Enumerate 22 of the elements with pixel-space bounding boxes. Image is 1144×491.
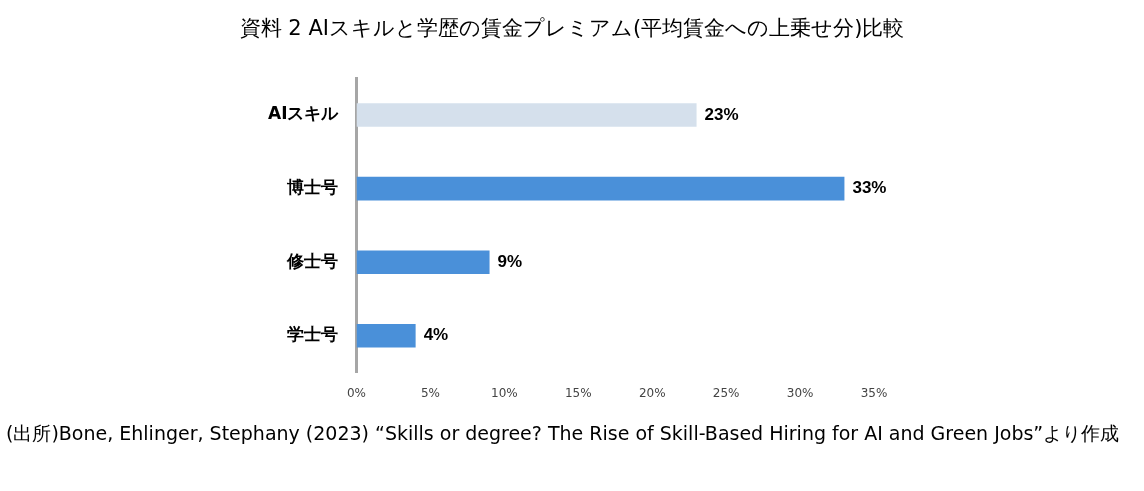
text: (出所)Bone, Ehlinger, Stephany (2023) “Skills or degree? The Rise of Skill-Based Hiring for AI and Green Jobs”より作成 xyxy=(6,421,1121,446)
chart-title: 資料 2 AIスキルと学歴の賃金プレミアム(平均賃金への上乗せ分)比較 xyxy=(238,15,906,42)
x-tick-label: 5% xyxy=(420,385,440,400)
bar xyxy=(356,250,490,274)
x-tick-label: 15% xyxy=(564,385,592,400)
x-tick-label: 20% xyxy=(638,385,666,400)
y-tick-label: AIスキル xyxy=(268,103,340,124)
y-tick-label: 学士号 xyxy=(287,324,339,345)
bar xyxy=(356,324,416,348)
data-label: 4% xyxy=(423,325,449,345)
y-tick-label: 修士号 xyxy=(286,250,339,271)
x-tick-label: 10% xyxy=(491,385,518,400)
data-label: 23% xyxy=(704,104,739,124)
x-tick-label: 0% xyxy=(346,385,367,400)
bar xyxy=(356,176,845,201)
data-label: 33% xyxy=(852,178,887,198)
x-tick-label: 35% xyxy=(860,385,888,400)
x-tick-label: 30% xyxy=(786,385,814,400)
data-label: 9% xyxy=(497,251,523,271)
bar xyxy=(356,103,697,127)
y-tick-label: 博士号 xyxy=(286,177,339,198)
x-tick-label: 25% xyxy=(712,385,740,400)
